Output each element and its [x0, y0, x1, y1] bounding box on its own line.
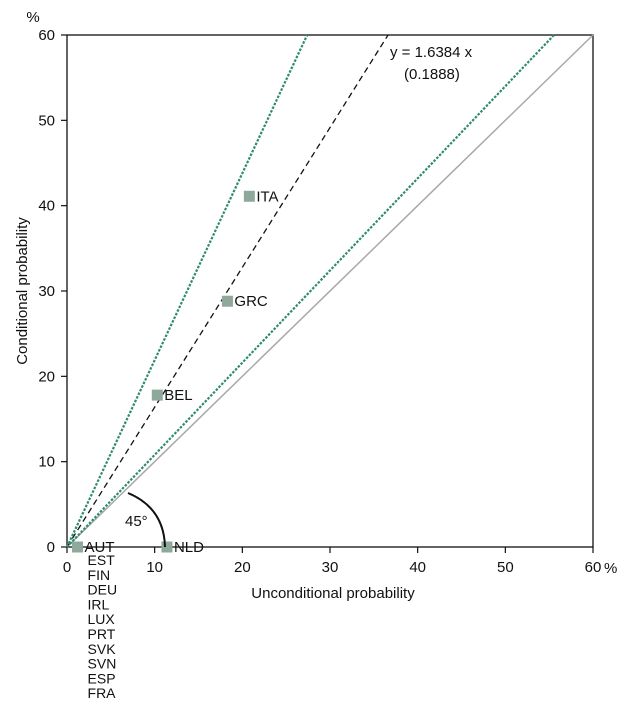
angle-label: 45° — [125, 513, 148, 530]
point-ita — [243, 190, 255, 202]
stacked-label-irl: IRL — [88, 596, 110, 612]
angle-arc — [127, 492, 166, 548]
regression-line — [66, 34, 389, 548]
stacked-label-esp: ESP — [88, 670, 116, 686]
point-nld — [161, 541, 173, 553]
y-tick-label: 10 — [38, 454, 55, 471]
point-label-bel: BEL — [164, 387, 192, 404]
point-label-ita: ITA — [256, 188, 278, 205]
y-tick-label: 60 — [38, 27, 55, 44]
y-tick-label: 0 — [47, 539, 55, 556]
y-axis-title: Conditional probability — [14, 217, 31, 365]
stacked-label-deu: DEU — [88, 582, 118, 598]
stacked-label-svn: SVN — [88, 656, 117, 672]
x-tick-label: 60 — [585, 559, 602, 576]
x-tick-label: 40 — [409, 559, 426, 576]
data-points: AUT NLD BEL GRC ITA — [72, 188, 279, 556]
y-tick-label: 40 — [38, 198, 55, 215]
point-bel — [151, 389, 163, 401]
x-tick-label: 30 — [322, 559, 339, 576]
stacked-label-lux: LUX — [88, 611, 116, 627]
y-tick-label: 20 — [38, 368, 55, 385]
upper-band-line — [66, 34, 309, 548]
x-axis-title: Unconditional probability — [251, 585, 415, 602]
y-unit-label: % — [26, 9, 39, 26]
stacked-label-est: EST — [88, 552, 116, 568]
x-tick-label: 0 — [63, 559, 71, 576]
reference-lines — [66, 34, 594, 548]
stacked-label-prt: PRT — [88, 626, 116, 642]
x-tick-label: 10 — [146, 559, 163, 576]
stacked-label-fin: FIN — [88, 567, 111, 583]
regression-equation: y = 1.6384 x — [390, 44, 473, 61]
point-aut — [72, 541, 84, 553]
45-degree-line — [66, 34, 594, 548]
x-unit-label: % — [604, 560, 617, 577]
regression-standard-error: (0.1888) — [404, 66, 460, 83]
lower-band-line — [66, 34, 555, 548]
stacked-label-svk: SVK — [88, 641, 117, 657]
point-label-nld: NLD — [174, 539, 204, 556]
point-label-grc: GRC — [234, 293, 268, 310]
point-grc — [221, 295, 233, 307]
x-tick-label: 50 — [497, 559, 514, 576]
stacked-label-fra: FRA — [88, 685, 117, 701]
x-axis-ticks: 0 10 20 30 40 50 60 — [63, 547, 602, 576]
y-axis-ticks: 0 10 20 30 40 50 60 — [38, 27, 67, 556]
y-tick-label: 30 — [38, 283, 55, 300]
y-tick-label: 50 — [38, 112, 55, 129]
x-tick-label: 20 — [234, 559, 251, 576]
point-label-aut: AUT — [85, 539, 115, 556]
